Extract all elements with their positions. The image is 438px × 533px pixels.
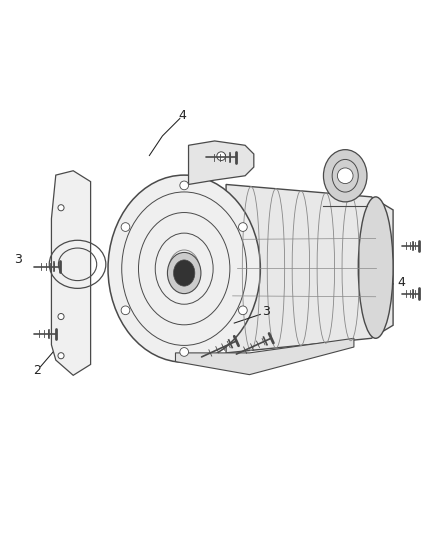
Circle shape — [239, 306, 247, 314]
Text: 3: 3 — [14, 254, 22, 266]
Text: 1: 1 — [69, 208, 77, 222]
Polygon shape — [226, 184, 393, 353]
Ellipse shape — [167, 253, 201, 294]
Ellipse shape — [358, 197, 393, 338]
Polygon shape — [51, 171, 91, 375]
Polygon shape — [188, 141, 254, 184]
Ellipse shape — [173, 260, 195, 286]
Text: 4: 4 — [179, 109, 187, 122]
Ellipse shape — [323, 150, 367, 202]
Circle shape — [217, 152, 226, 160]
Circle shape — [180, 181, 188, 190]
Circle shape — [121, 223, 130, 231]
Circle shape — [58, 313, 64, 320]
Text: 3: 3 — [261, 305, 269, 318]
Circle shape — [239, 223, 247, 231]
Text: 4: 4 — [397, 276, 405, 289]
Polygon shape — [176, 338, 354, 375]
Circle shape — [58, 353, 64, 359]
Circle shape — [58, 205, 64, 211]
Ellipse shape — [108, 175, 260, 362]
Circle shape — [180, 348, 188, 356]
Circle shape — [121, 306, 130, 314]
Text: 2: 2 — [33, 364, 41, 377]
Circle shape — [337, 168, 353, 183]
